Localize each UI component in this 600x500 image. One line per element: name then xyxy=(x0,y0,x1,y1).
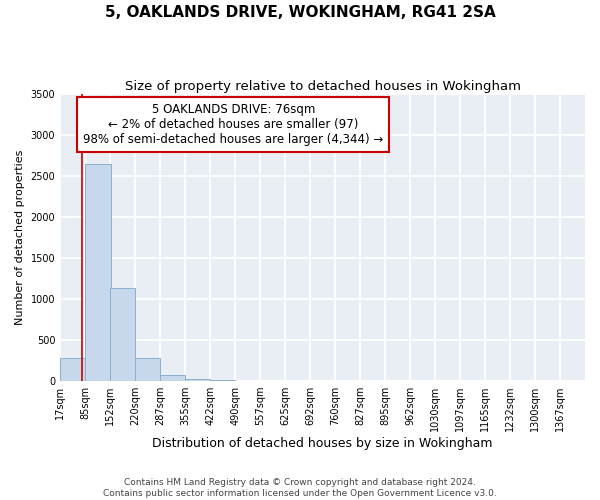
Bar xyxy=(136,358,160,381)
Bar xyxy=(185,378,211,381)
Y-axis label: Number of detached properties: Number of detached properties xyxy=(15,150,25,326)
Text: 5, OAKLANDS DRIVE, WOKINGHAM, RG41 2SA: 5, OAKLANDS DRIVE, WOKINGHAM, RG41 2SA xyxy=(104,5,496,20)
X-axis label: Distribution of detached houses by size in Wokingham: Distribution of detached houses by size … xyxy=(152,437,493,450)
Bar xyxy=(160,374,185,381)
Text: Contains HM Land Registry data © Crown copyright and database right 2024.
Contai: Contains HM Land Registry data © Crown c… xyxy=(103,478,497,498)
Title: Size of property relative to detached houses in Wokingham: Size of property relative to detached ho… xyxy=(125,80,521,93)
Bar xyxy=(210,380,235,381)
Bar xyxy=(85,164,110,381)
Bar xyxy=(60,358,85,381)
Bar xyxy=(110,288,136,381)
Text: 5 OAKLANDS DRIVE: 76sqm
← 2% of detached houses are smaller (97)
98% of semi-det: 5 OAKLANDS DRIVE: 76sqm ← 2% of detached… xyxy=(83,103,383,146)
